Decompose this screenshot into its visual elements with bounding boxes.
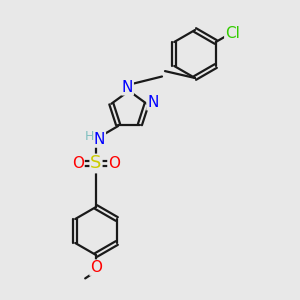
Text: N: N <box>122 80 133 95</box>
Text: Cl: Cl <box>225 26 240 41</box>
Text: N: N <box>147 95 158 110</box>
Text: O: O <box>72 156 84 171</box>
Text: N: N <box>94 132 105 147</box>
Text: S: S <box>90 154 102 172</box>
Text: O: O <box>90 260 102 275</box>
Text: O: O <box>108 156 120 171</box>
Text: H: H <box>85 130 94 143</box>
